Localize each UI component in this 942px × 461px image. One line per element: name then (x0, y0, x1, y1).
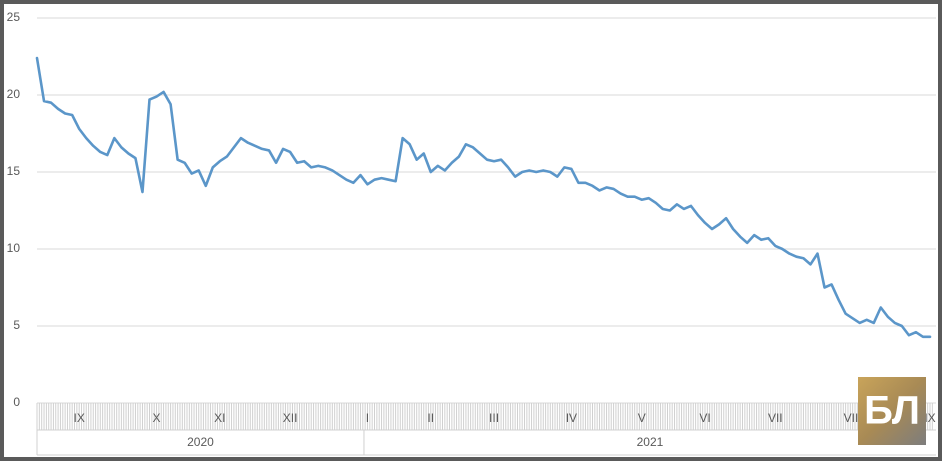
y-tick-label: 10 (7, 241, 21, 255)
y-tick-label: 15 (7, 164, 21, 178)
year-label: 2021 (637, 435, 664, 449)
x-tick-label: IV (566, 411, 577, 425)
x-tick-label: IX (74, 411, 85, 425)
x-tick-label: VII (768, 411, 783, 425)
y-tick-label: 25 (7, 10, 21, 24)
line (35, 56, 932, 339)
logo: БЛ (858, 377, 926, 445)
x-tick-label: III (489, 411, 499, 425)
year-label: 2020 (187, 435, 214, 449)
x-tick-label: VIII (844, 411, 862, 425)
x-tick-label: IX (924, 411, 935, 425)
x-tick-label: X (153, 411, 161, 425)
y-tick-label: 0 (13, 395, 20, 409)
x-tick-label: V (638, 411, 646, 425)
x-tick-label: XI (214, 411, 225, 425)
x-tick-label: VI (699, 411, 710, 425)
logo-text: БЛ (864, 389, 920, 433)
y-tick-label: 5 (13, 318, 20, 332)
x-tick-label: I (366, 411, 369, 425)
x-tick-label: II (427, 411, 434, 425)
x-tick-label: XII (283, 411, 298, 425)
y-tick-label: 20 (7, 87, 21, 101)
logo-box (858, 377, 926, 445)
